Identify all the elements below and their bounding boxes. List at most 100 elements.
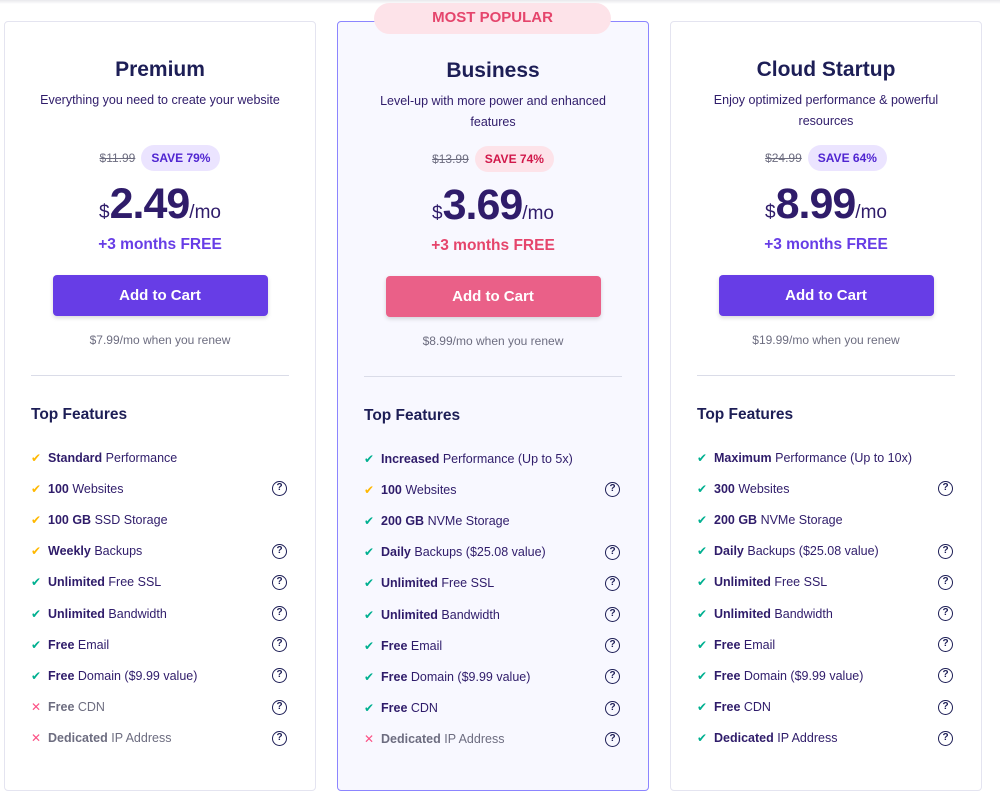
- divider: [697, 375, 955, 376]
- check-icon: ✔: [31, 637, 42, 652]
- help-icon[interactable]: ?: [605, 669, 620, 685]
- feature-bold: Unlimited: [48, 575, 105, 590]
- feature-rest: Bandwidth: [104, 606, 167, 621]
- help-icon[interactable]: ?: [938, 543, 953, 559]
- feature-item: ✔ Unlimited Bandwidth ?: [31, 598, 289, 629]
- feature-rest: IP Address: [440, 732, 505, 747]
- feature-bold: 200 GB: [714, 512, 758, 527]
- price-amount: 2.49: [109, 180, 191, 228]
- plan-name: Premium: [115, 58, 205, 81]
- feature-rest: Websites: [734, 481, 790, 496]
- feature-bold: 200 GB: [381, 513, 425, 528]
- feature-rest: Backups ($25.08 value): [743, 544, 879, 559]
- feature-rest: Websites: [68, 481, 124, 496]
- feature-text: Daily Backups ($25.08 value): [381, 545, 605, 559]
- feature-bold: Dedicated: [48, 731, 108, 746]
- top-features-heading: Top Features: [697, 406, 794, 423]
- help-icon[interactable]: ?: [938, 637, 953, 653]
- help-icon[interactable]: ?: [938, 606, 953, 622]
- feature-rest: CDN: [740, 700, 771, 715]
- feature-item: ✔ Unlimited Bandwidth ?: [697, 598, 955, 629]
- check-icon: ✔: [697, 668, 708, 683]
- feature-rest: Websites: [401, 482, 457, 497]
- feature-text: Unlimited Free SSL: [48, 575, 272, 589]
- help-icon[interactable]: ?: [272, 730, 287, 746]
- check-icon: ✔: [697, 481, 708, 496]
- check-icon: ✔: [31, 544, 42, 559]
- feature-rest: Performance: [102, 450, 178, 465]
- feature-text: 100 Websites: [381, 483, 605, 497]
- price-amount: 3.69: [442, 181, 524, 229]
- help-icon[interactable]: ?: [272, 606, 287, 622]
- help-icon[interactable]: ?: [605, 544, 620, 560]
- cross-icon: ✕: [364, 732, 375, 747]
- feature-bold: Daily: [714, 544, 744, 559]
- feature-text: Dedicated IP Address: [714, 731, 938, 745]
- feature-item: ✔ 100 GB SSD Storage: [31, 504, 289, 535]
- help-icon[interactable]: ?: [938, 668, 953, 684]
- help-icon[interactable]: ?: [938, 730, 953, 746]
- feature-bold: Unlimited: [714, 606, 771, 621]
- feature-list: ✔ Standard Performance ✔ 100 Websites ? …: [31, 442, 289, 754]
- check-icon: ✔: [364, 451, 375, 466]
- top-features-heading: Top Features: [31, 406, 128, 423]
- check-icon: ✔: [697, 637, 708, 652]
- help-icon[interactable]: ?: [605, 575, 620, 591]
- feature-rest: Backups ($25.08 value): [410, 545, 546, 560]
- check-icon: ✔: [364, 669, 375, 684]
- help-icon[interactable]: ?: [272, 543, 287, 559]
- feature-bold: Free: [381, 669, 408, 684]
- cross-icon: ✕: [31, 731, 42, 746]
- feature-item: ✔ Maximum Performance (Up to 10x): [697, 442, 955, 473]
- feature-rest: Free SSL: [104, 575, 162, 590]
- feature-item: ✔ 200 GB NVMe Storage: [697, 504, 955, 535]
- help-icon[interactable]: ?: [605, 638, 620, 654]
- feature-text: Free CDN: [714, 700, 938, 714]
- feature-rest: Backups: [90, 544, 143, 559]
- help-icon[interactable]: ?: [272, 668, 287, 684]
- help-icon[interactable]: ?: [272, 637, 287, 653]
- plan-description: Enjoy optimized performance & powerful r…: [713, 93, 939, 128]
- feature-rest: CDN: [407, 701, 438, 716]
- check-icon: ✔: [31, 450, 42, 465]
- feature-item: ✔ 200 GB NVMe Storage: [364, 505, 622, 536]
- help-icon[interactable]: ?: [605, 731, 620, 747]
- feature-text: Free Email: [714, 638, 938, 652]
- feature-text: Free Domain ($9.99 value): [381, 670, 605, 684]
- plan-card-business: Business Level-up with more power and en…: [337, 21, 649, 791]
- feature-item: ✔ Free Domain ($9.99 value) ?: [697, 660, 955, 691]
- check-icon: ✔: [364, 482, 375, 497]
- help-icon[interactable]: ?: [938, 574, 953, 590]
- feature-text: Daily Backups ($25.08 value): [714, 544, 938, 558]
- feature-bold: Weekly: [48, 544, 91, 559]
- price: $8.99/mo: [671, 180, 981, 228]
- add-to-cart-button[interactable]: Add to Cart: [52, 275, 268, 316]
- feature-text: Unlimited Free SSL: [714, 575, 938, 589]
- help-icon[interactable]: ?: [605, 700, 620, 716]
- add-to-cart-button[interactable]: Add to Cart: [718, 275, 934, 316]
- feature-item: ✔ 300 Websites ?: [697, 473, 955, 504]
- feature-text: 100 Websites: [48, 482, 272, 496]
- save-badge: SAVE 79%: [141, 145, 221, 171]
- help-icon[interactable]: ?: [272, 481, 287, 497]
- feature-bold: Free: [381, 638, 408, 653]
- feature-item: ✕ Dedicated IP Address ?: [31, 723, 289, 754]
- plan-name: Cloud Startup: [756, 58, 896, 81]
- help-icon[interactable]: ?: [938, 699, 953, 715]
- check-icon: ✔: [697, 731, 708, 746]
- feature-bold: Free: [48, 700, 75, 715]
- feature-rest: Email: [74, 637, 110, 652]
- help-icon[interactable]: ?: [605, 482, 620, 498]
- most-popular-badge: MOST POPULAR: [374, 3, 611, 34]
- renew-price: $19.99/mo when you renew: [752, 333, 900, 347]
- help-icon[interactable]: ?: [272, 574, 287, 590]
- check-icon: ✔: [364, 545, 375, 560]
- check-icon: ✔: [697, 512, 708, 527]
- help-icon[interactable]: ?: [938, 481, 953, 497]
- add-to-cart-button[interactable]: Add to Cart: [385, 276, 601, 317]
- help-icon[interactable]: ?: [272, 699, 287, 715]
- price-amount: 8.99: [775, 180, 857, 228]
- help-icon[interactable]: ?: [605, 607, 620, 623]
- check-icon: ✔: [364, 513, 375, 528]
- feature-item: ✔ Daily Backups ($25.08 value) ?: [364, 537, 622, 568]
